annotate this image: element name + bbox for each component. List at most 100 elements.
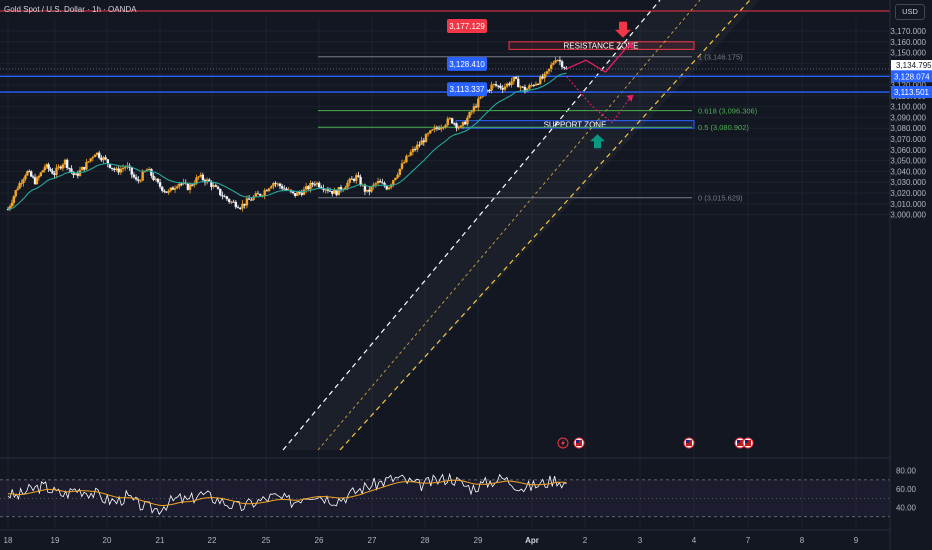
candle-body [376, 180, 380, 184]
candle-body [381, 182, 384, 184]
tag-box-1 [447, 56, 487, 71]
candle-body [499, 85, 502, 88]
candle-body [335, 190, 338, 196]
candle-body [440, 127, 443, 130]
candle-body [186, 183, 190, 190]
candle-body [57, 166, 60, 168]
candle-body [274, 183, 277, 185]
candle-body [100, 157, 103, 161]
horizontal-levels [0, 10, 890, 93]
projection-bull [566, 41, 632, 73]
candle-body [534, 83, 538, 86]
candle-body [49, 168, 52, 171]
candle-body [411, 148, 415, 153]
rsi-tick-label: 80.00 [896, 467, 917, 476]
candle-body [259, 193, 262, 196]
support-zone-label: SUPPORT ZONE [544, 120, 607, 129]
time-tick-label: 21 [156, 536, 165, 545]
candle-body [210, 181, 213, 187]
candle-body [556, 59, 559, 61]
candle-body [31, 176, 35, 178]
candle-body [352, 178, 356, 181]
candle-body [161, 186, 164, 191]
candle-body [47, 164, 50, 169]
candle-body [110, 167, 114, 169]
candle-body [528, 85, 531, 89]
candle-body [560, 61, 564, 68]
candle-body [344, 187, 347, 190]
channel-mid-line [317, 0, 701, 451]
candle-body [59, 166, 62, 169]
candle-body [488, 90, 491, 92]
candle-body [420, 140, 423, 145]
us-flag-event-icon [573, 437, 585, 449]
channel-lower-line [339, 0, 751, 451]
candle-body [24, 175, 27, 180]
candle-body [311, 182, 314, 185]
flag-canton [745, 440, 748, 443]
candle-body [104, 157, 107, 160]
time-tick-label: 27 [368, 536, 377, 545]
candle-body [72, 171, 75, 176]
candle-body [29, 171, 33, 177]
candle-body [236, 207, 240, 209]
event-icons[interactable] [557, 437, 754, 449]
price-tick-label: 3,160.000 [890, 38, 926, 47]
candle-body [326, 189, 330, 191]
candle-body [197, 176, 200, 178]
fib-label-3: 0 (3,015.629) [698, 194, 743, 203]
candle-body [106, 159, 109, 164]
projection-alt-arrowhead [626, 94, 634, 102]
candle-body [272, 183, 275, 187]
candle-body [83, 166, 86, 170]
time-axis[interactable]: 18 19 20 21 22 25 26 27 28 29 Apr 2 3 4 7 8 9 [0, 529, 890, 545]
price-tick-label: 3,010.000 [890, 200, 926, 209]
candle-body [20, 183, 23, 185]
candle-body [313, 184, 317, 186]
candle-body [98, 152, 101, 158]
candle-body [124, 167, 127, 169]
candle-body [510, 81, 513, 85]
candle-body [89, 158, 92, 162]
candle-body [147, 168, 151, 170]
flag-canton [737, 440, 740, 443]
price-tick-label: 3,100.000 [890, 103, 926, 112]
time-tick-label: 4 [692, 536, 697, 545]
price-tick-label: 3,060.000 [890, 146, 926, 155]
candle-body [304, 186, 308, 190]
flag-canton [576, 440, 579, 443]
price-axis[interactable]: 3,170.0003,160.0003,150.0003,140.0003,13… [889, 0, 932, 550]
candle-body [374, 183, 378, 185]
candle-body [43, 167, 46, 171]
candle-body [536, 83, 540, 85]
candle-body [426, 133, 430, 135]
candle-body [119, 168, 123, 173]
candle-body [435, 127, 439, 129]
candle-body [270, 186, 273, 189]
candle-body [413, 148, 417, 150]
candle-body [307, 186, 310, 190]
candle-body [267, 188, 271, 191]
candle-body [33, 177, 37, 185]
time-tick-label: 28 [421, 536, 430, 545]
candle-body [180, 183, 183, 185]
candle-body [276, 183, 279, 185]
price-tick-label: 3,070.000 [890, 135, 926, 144]
candle-body [457, 127, 460, 129]
candle-body [76, 173, 80, 176]
candle-body [339, 187, 343, 191]
candle-body [167, 190, 170, 193]
candle-body [402, 162, 406, 164]
candle-body [429, 130, 432, 134]
time-tick-label: 22 [208, 536, 217, 545]
candle-body [283, 188, 286, 190]
candle-body [346, 182, 349, 188]
price-tick-label: 3,090.000 [890, 113, 926, 122]
candle-body [214, 185, 218, 187]
candle-body [466, 117, 469, 125]
candle-body [541, 76, 544, 79]
currency-button[interactable]: USD [895, 4, 925, 20]
candle-body [424, 134, 428, 143]
candle-body [322, 188, 325, 191]
